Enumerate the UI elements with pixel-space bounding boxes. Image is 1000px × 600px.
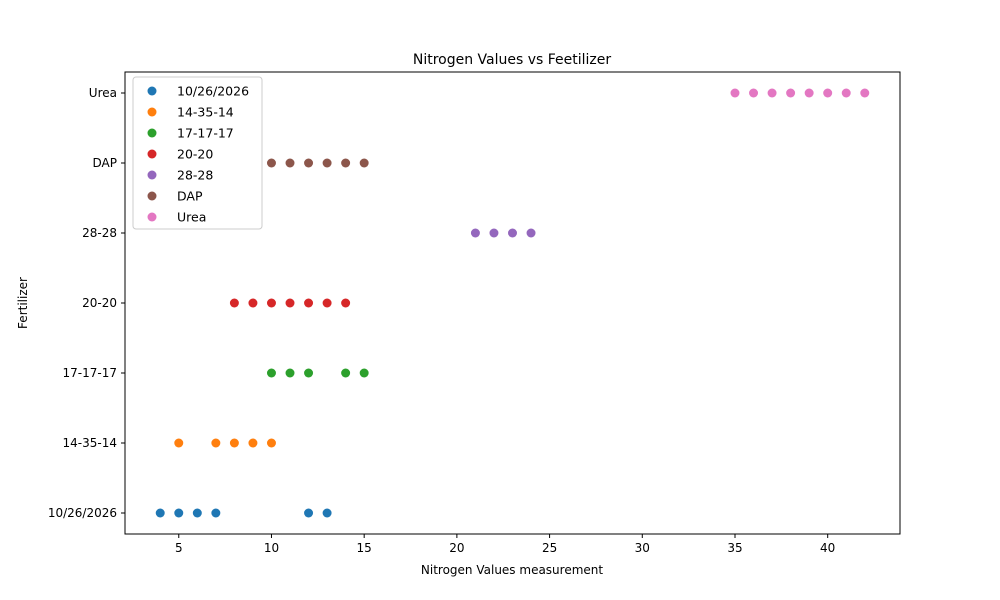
data-point: [470, 228, 480, 238]
legend-label: 10/26/2026: [177, 84, 249, 99]
y-tick-label: 17-17-17: [63, 366, 117, 380]
legend-marker: [147, 107, 157, 117]
data-point: [229, 438, 239, 448]
data-point: [266, 158, 276, 168]
data-point: [266, 368, 276, 378]
legend-marker: [147, 149, 157, 159]
data-point: [304, 298, 314, 308]
legend-label: 17-17-17: [177, 126, 234, 141]
data-point: [304, 368, 314, 378]
data-point: [174, 508, 184, 518]
x-tick-label: 15: [357, 541, 372, 555]
data-point: [266, 298, 276, 308]
x-tick-label: 5: [175, 541, 183, 555]
data-point: [285, 298, 295, 308]
legend: 10/26/2026 14-35-14 17-17-17 20-20 28-28 DAP U…: [132, 76, 263, 230]
data-point: [860, 88, 870, 98]
y-tick-label: DAP: [93, 156, 117, 170]
data-point: [730, 88, 740, 98]
x-tick-label: 40: [820, 541, 835, 555]
legend-marker: [147, 212, 157, 222]
data-point: [804, 88, 814, 98]
x-tick-label: 10: [264, 541, 279, 555]
data-point: [526, 228, 536, 238]
x-axis: 5 10 15 20 25 30 35 40: [175, 534, 835, 555]
legend-marker: [147, 128, 157, 138]
legend-frame: [132, 76, 263, 230]
data-point: [341, 158, 351, 168]
y-tick-label: Urea: [89, 86, 117, 100]
chart-title: Nitrogen Values vs Feetilizer: [413, 52, 612, 68]
data-point: [266, 438, 276, 448]
y-tick-label: 20-20: [82, 296, 117, 310]
data-point: [322, 298, 332, 308]
data-point: [322, 158, 332, 168]
x-tick-label: 35: [727, 541, 742, 555]
data-point: [192, 508, 202, 518]
data-point: [211, 508, 221, 518]
data-point: [211, 438, 221, 448]
data-point: [359, 368, 369, 378]
data-point: [823, 88, 833, 98]
data-point: [749, 88, 759, 98]
data-point: [841, 88, 851, 98]
legend-marker: [147, 191, 157, 201]
x-tick-label: 30: [635, 541, 650, 555]
legend-label: 28-28: [177, 168, 213, 183]
x-tick-label: 20: [449, 541, 464, 555]
legend-marker: [147, 86, 157, 96]
legend-marker: [147, 170, 157, 180]
data-point: [248, 438, 258, 448]
x-tick-label: 25: [542, 541, 557, 555]
data-point: [341, 298, 351, 308]
data-point: [229, 298, 239, 308]
data-point: [304, 158, 314, 168]
legend-label: Urea: [177, 210, 206, 225]
x-axis-label: Nitrogen Values measurement: [421, 563, 603, 577]
data-point: [285, 368, 295, 378]
y-axis: 10/26/2026 14-35-14 17-17-17 20-20 28-28 DAP U…: [48, 86, 125, 520]
legend-label: 14-35-14: [177, 105, 234, 120]
y-tick-label: 28-28: [82, 226, 117, 240]
data-point: [155, 508, 165, 518]
data-point: [285, 158, 295, 168]
data-point: [767, 88, 777, 98]
data-point: [786, 88, 796, 98]
data-point: [304, 508, 314, 518]
y-axis-label: Fertilizer: [16, 277, 30, 329]
data-points: [155, 88, 870, 518]
data-point: [341, 368, 351, 378]
legend-label: 20-20: [177, 147, 213, 162]
data-point: [359, 158, 369, 168]
legend-label: DAP: [177, 189, 203, 204]
data-point: [489, 228, 499, 238]
data-point: [248, 298, 258, 308]
data-point: [174, 438, 184, 448]
data-point: [508, 228, 517, 238]
y-tick-label: 14-35-14: [63, 436, 117, 450]
data-point: [322, 508, 332, 518]
y-tick-label: 10/26/2026: [48, 506, 117, 520]
